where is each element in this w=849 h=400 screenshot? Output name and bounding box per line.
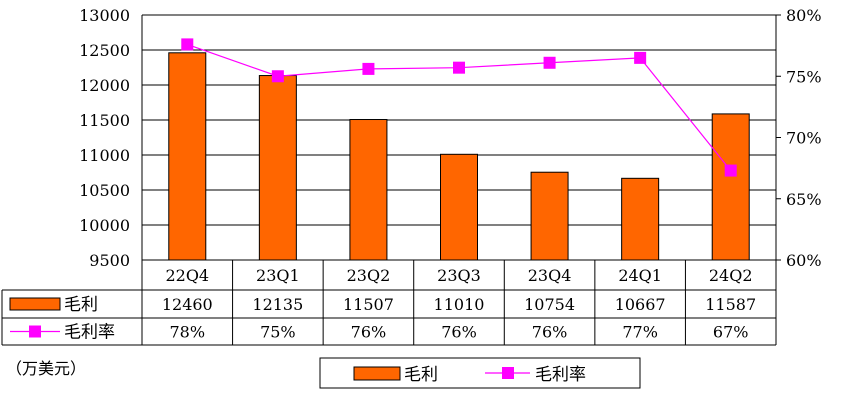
line-series-gross-margin bbox=[181, 38, 737, 177]
left-tick-label: 10000 bbox=[79, 216, 130, 235]
left-tick-label: 10500 bbox=[79, 181, 130, 200]
left-tick-label: 11500 bbox=[79, 111, 130, 130]
bar-value-label: 11010 bbox=[434, 295, 485, 314]
bar-23Q3 bbox=[440, 153, 478, 261]
right-tick-label: 80% bbox=[786, 6, 822, 25]
category-label: 23Q3 bbox=[437, 266, 481, 285]
left-tick-label: 9500 bbox=[89, 251, 130, 270]
bar-value-label: 12460 bbox=[162, 295, 213, 314]
bar-value-label: 11507 bbox=[343, 295, 394, 314]
bar-value-label: 10754 bbox=[524, 295, 575, 314]
bar-24Q1 bbox=[621, 177, 660, 261]
right-tick-label: 70% bbox=[786, 129, 822, 148]
bar-22Q4 bbox=[168, 52, 207, 261]
bar-23Q4 bbox=[530, 171, 569, 261]
legend-bar-swatch bbox=[353, 366, 401, 381]
left-tick-label: 12500 bbox=[79, 41, 130, 60]
right-tick-label: 60% bbox=[786, 251, 822, 270]
bar-value-label: 10667 bbox=[615, 295, 666, 314]
category-label: 23Q2 bbox=[347, 266, 391, 285]
bar-value-label: 11587 bbox=[705, 295, 756, 314]
marker-24Q1 bbox=[634, 51, 647, 64]
line-value-label: 75% bbox=[260, 323, 296, 342]
table-line-series-name: 毛利率 bbox=[64, 323, 115, 343]
right-tick-label: 75% bbox=[786, 67, 822, 86]
legend: 毛利 毛利率 bbox=[319, 357, 641, 389]
marker-22Q4 bbox=[181, 38, 194, 51]
bar-24Q2 bbox=[711, 113, 750, 261]
marker-23Q4 bbox=[543, 56, 556, 69]
bar-value-label: 12135 bbox=[252, 295, 303, 314]
category-label: 24Q2 bbox=[709, 266, 753, 285]
left-axis: 13000 12500 12000 11500 11000 10500 10000 9500 bbox=[79, 6, 130, 270]
legend-line-marker bbox=[502, 367, 514, 379]
marker-23Q3 bbox=[453, 61, 465, 74]
left-tick-label: 11000 bbox=[79, 146, 130, 165]
unit-label: （万美元） bbox=[6, 359, 86, 378]
marker-24Q2 bbox=[724, 164, 737, 177]
line-value-label: 67% bbox=[713, 323, 749, 342]
line-value-label: 78% bbox=[170, 323, 206, 342]
line-value-label: 76% bbox=[441, 323, 477, 342]
data-table: 22Q4 23Q1 23Q2 23Q3 23Q4 24Q1 24Q2 毛利 12460 12135… bbox=[1, 259, 777, 346]
left-tick-label: 12000 bbox=[79, 76, 130, 95]
table-bar-swatch bbox=[9, 297, 61, 311]
right-tick-label: 65% bbox=[786, 190, 822, 209]
category-label: 24Q1 bbox=[618, 266, 662, 285]
marker-23Q1 bbox=[271, 70, 284, 83]
line-value-label: 76% bbox=[351, 323, 387, 342]
legend-line-label: 毛利率 bbox=[535, 365, 586, 385]
bar-23Q1 bbox=[258, 75, 297, 261]
left-tick-label: 13000 bbox=[79, 6, 130, 25]
marker-23Q2 bbox=[362, 62, 375, 75]
table-bar-series-name: 毛利 bbox=[64, 295, 98, 315]
line-value-label: 76% bbox=[532, 323, 568, 342]
bar-23Q2 bbox=[349, 119, 388, 261]
right-axis: 80% 75% 70% 65% 60% bbox=[776, 6, 822, 270]
line-value-label: 77% bbox=[622, 323, 658, 342]
category-label: 23Q1 bbox=[256, 266, 300, 285]
category-label: 23Q4 bbox=[528, 266, 572, 285]
category-label: 22Q4 bbox=[165, 266, 209, 285]
table-line-marker bbox=[29, 325, 41, 338]
bar-series-gross-profit bbox=[168, 52, 750, 261]
legend-bar-label: 毛利 bbox=[404, 365, 438, 385]
